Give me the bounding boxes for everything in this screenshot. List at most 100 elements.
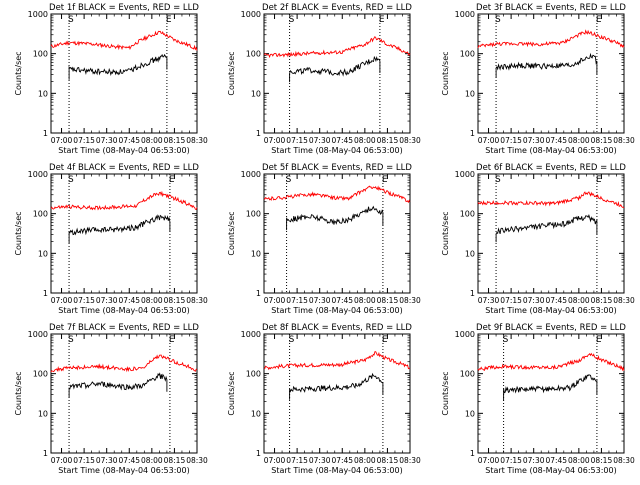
y-axis-label: Counts/sec [227, 211, 236, 255]
series-events-black [68, 372, 168, 398]
y-tick-label: 10 [465, 249, 475, 258]
series-lld-red [477, 191, 625, 209]
x-tick-label: 08:00 [141, 296, 163, 305]
x-axis-label: Start Time (08-May-04 06:53:00) [58, 146, 189, 155]
x-tick-label: 07:15 [286, 136, 308, 145]
y-tick-label: 10 [251, 89, 261, 98]
series-events-black [495, 214, 598, 243]
marker-label-e: E [169, 175, 175, 185]
x-tick-label: 07:15 [286, 296, 308, 305]
y-axis-label: Counts/sec [227, 371, 236, 415]
panel-7: Det 7f BLACK = Events, RED = LLD 1 10 100 10… [14, 323, 208, 475]
x-tick-label: 07:00 [51, 296, 73, 305]
panel-title: Det 7f BLACK = Events, RED = LLD [49, 323, 199, 333]
x-tick-label: 07:00 [264, 296, 286, 305]
x-tick-label: 07:00 [478, 456, 500, 465]
x-tick-label: 08:30 [613, 136, 635, 145]
panel-title: Det 8f BLACK = Events, RED = LLD [262, 323, 412, 333]
marker-label-e: E [596, 15, 602, 25]
panel-title: Det 2f BLACK = Events, RED = LLD [262, 3, 412, 13]
x-tick-label: 08:00 [354, 456, 376, 465]
x-tick-label: 08:00 [568, 456, 590, 465]
y-axis-label: Counts/sec [441, 51, 450, 95]
series-events-black [289, 55, 381, 83]
panel-title: Det 4f BLACK = Events, RED = LLD [49, 163, 199, 173]
x-tick-label: 07:30 [96, 456, 118, 465]
y-tick-label: 10 [38, 89, 48, 98]
marker-label-e: E [382, 175, 388, 185]
x-tick-label: 07:30 [523, 456, 545, 465]
plot-frame [477, 173, 625, 294]
x-tick-label: 08:15 [377, 456, 399, 465]
x-tick-label: 08:15 [164, 456, 186, 465]
y-tick-label: 1000 [241, 170, 261, 179]
x-tick-label: 07:15 [73, 136, 95, 145]
x-tick-label: 07:00 [478, 136, 500, 145]
x-tick-label: 07:15 [500, 456, 522, 465]
x-tick-label: 07:00 [264, 136, 286, 145]
plot-frame [477, 13, 625, 134]
x-axis-label: Start Time (08-May-04 06:53:00) [271, 466, 402, 475]
x-tick-label: 07:45 [118, 296, 140, 305]
x-tick-label: 08:00 [141, 456, 163, 465]
panel-2: Det 2f BLACK = Events, RED = LLD 1 10 100 10… [227, 3, 421, 155]
x-axis-label: Start Time (08-May-04 06:53:00) [271, 306, 402, 315]
panel-title: Det 6f BLACK = Events, RED = LLD [476, 163, 626, 173]
x-tick-label: 08:00 [354, 296, 376, 305]
x-tick-label: 08:30 [399, 296, 421, 305]
x-tick-label: 08:15 [377, 136, 399, 145]
series-events-black [68, 214, 171, 244]
y-tick-label: 1000 [241, 10, 261, 19]
x-tick-label: 07:30 [523, 136, 545, 145]
series-events-black [289, 372, 384, 400]
marker-label-s: S [286, 175, 292, 185]
y-tick-label: 1000 [28, 330, 48, 339]
x-tick-label: 08:30 [186, 296, 208, 305]
panel-5: Det 5f BLACK = Events, RED = LLD 1 10 100 10… [227, 163, 421, 315]
x-tick-label: 07:45 [545, 456, 567, 465]
x-tick-label: 08:15 [591, 456, 613, 465]
panel-1: Det 1f BLACK = Events, RED = LLD 1 10 100 10… [14, 3, 208, 155]
y-tick-label: 100 [460, 50, 475, 59]
x-tick-label: 07:45 [118, 456, 140, 465]
marker-label-e: E [166, 15, 172, 25]
panel-title: Det 5f BLACK = Events, RED = LLD [262, 163, 412, 173]
y-tick-label: 10 [38, 409, 48, 418]
series-lld-red [50, 190, 198, 211]
y-axis-label: Counts/sec [227, 51, 236, 95]
y-tick-label: 1000 [455, 170, 475, 179]
series-lld-red [50, 30, 198, 51]
panel-9: Det 9f BLACK = Events, RED = LLD 1 10 100 10… [441, 323, 635, 475]
y-tick-label: 100 [33, 370, 48, 379]
y-axis-label: Counts/sec [14, 211, 23, 255]
y-tick-label: 1000 [241, 330, 261, 339]
x-tick-label: 08:00 [568, 296, 590, 305]
x-tick-label: 08:00 [141, 136, 163, 145]
panel-6: Det 6f BLACK = Events, RED = LLD 1 10 100 10… [441, 163, 635, 315]
y-tick-label: 1000 [455, 330, 475, 339]
marker-label-s: S [495, 15, 501, 25]
x-axis-label: Start Time (08-May-04 06:53:00) [485, 146, 616, 155]
x-tick-label: 08:30 [613, 456, 635, 465]
x-tick-label: 08:15 [377, 296, 399, 305]
y-tick-label: 100 [33, 50, 48, 59]
x-tick-label: 07:00 [264, 456, 286, 465]
x-tick-label: 07:30 [96, 296, 118, 305]
y-tick-label: 1 [256, 289, 261, 298]
y-tick-label: 100 [33, 210, 48, 219]
marker-label-e: E [596, 175, 602, 185]
series-lld-red [264, 185, 411, 204]
x-tick-label: 07:45 [118, 136, 140, 145]
x-tick-label: 07:30 [309, 136, 331, 145]
marker-label-s: S [503, 335, 509, 345]
panel-title: Det 1f BLACK = Events, RED = LLD [49, 3, 199, 13]
x-tick-label: 08:30 [399, 456, 421, 465]
marker-label-s: S [289, 335, 295, 345]
x-tick-label: 07:45 [545, 136, 567, 145]
x-tick-label: 08:30 [613, 296, 635, 305]
marker-label-s: S [68, 175, 74, 185]
y-tick-label: 1 [256, 449, 261, 458]
marker-label-s: S [68, 335, 74, 345]
y-tick-label: 100 [246, 370, 261, 379]
series-lld-red [263, 351, 411, 371]
